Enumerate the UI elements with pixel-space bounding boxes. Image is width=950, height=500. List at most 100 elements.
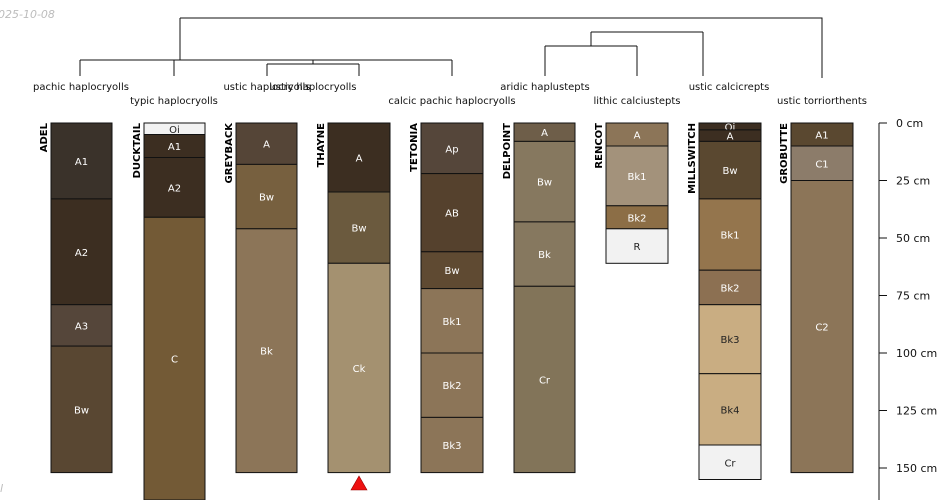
horizon-label: Bk2: [442, 381, 461, 392]
horizon-bar: [605, 145, 669, 207]
taxon-label: ustic haplocryolls: [269, 82, 356, 93]
profile-tetonia: Ap AB Bw Bk1 Bk2 Bk3 TETONIA calcic pachic hapl…: [388, 96, 516, 474]
horizon-label: Bk2: [627, 213, 646, 224]
horizon-bar: [698, 444, 762, 480]
horizon-bar: [420, 416, 484, 474]
horizon-bar: [790, 180, 854, 474]
profile-name-label: RENCOT: [594, 123, 605, 169]
horizon-label: A: [634, 131, 641, 142]
date-stamp: 025-10-08: [0, 8, 55, 21]
horizon-bar: [50, 122, 113, 200]
truncation-marker: [350, 475, 368, 491]
horizon-label: Bk3: [720, 335, 739, 346]
profile-ducktail: Oi A1 A2 C DUCKTAIL typic haplocryolls: [130, 96, 218, 500]
horizon-bar: [143, 216, 206, 500]
profile-name-label: THAYNE: [316, 123, 327, 168]
horizon-bar: [698, 140, 762, 200]
horizon-label: A: [727, 132, 734, 143]
depth-tick-label: 50 cm: [896, 232, 930, 245]
horizon-label: Bk: [260, 347, 273, 358]
horizon-label: Bw: [259, 193, 274, 204]
horizon-bar: [235, 163, 298, 230]
horizon-label: A: [356, 154, 363, 165]
horizon-label: Cr: [539, 375, 551, 386]
horizon-bar: [235, 228, 298, 474]
dendro-root: [180, 17, 823, 78]
horizon-label: Bw: [444, 266, 459, 277]
taxon-label: typic haplocryolls: [130, 96, 218, 107]
horizon-label: A3: [75, 321, 88, 332]
horizon-label: Bw: [74, 405, 89, 416]
horizon-bar: [50, 345, 113, 474]
horizon-bar: [513, 221, 576, 287]
horizon-bar: [698, 373, 762, 446]
footer-stamp: l: [0, 482, 3, 495]
horizon-bar: [50, 304, 113, 347]
taxon-label: ustic torriorthents: [777, 96, 867, 107]
horizon-bar: [235, 122, 298, 165]
taxon-label: pachic haplocryolls: [33, 82, 129, 93]
depth-tick-label: 25 cm: [896, 175, 930, 188]
horizon-label: Bk4: [720, 405, 739, 416]
horizon-label: Bw: [351, 224, 366, 235]
horizon-label: Bw: [537, 178, 552, 189]
horizon-bar: [420, 251, 484, 290]
horizon-label: Ck: [353, 364, 366, 375]
horizon-label: A2: [75, 248, 88, 259]
profile-delpoint: A Bw Bk Cr DELPOINT aridic haplustepts: [500, 82, 590, 474]
taxon-label: ustic haplocryolls: [223, 82, 310, 93]
profile-grobutte: A1 C1 C2 GROBUTTE ustic torriorthents: [777, 96, 867, 474]
horizon-label: C1: [815, 159, 828, 170]
profile-name-label: MILLSWITCH: [687, 123, 698, 194]
taxon-label: lithic calciustepts: [593, 96, 680, 107]
horizon-bar: [698, 269, 762, 306]
horizon-label: AB: [445, 209, 459, 220]
horizon-label: A: [263, 140, 270, 151]
horizon-label: Oi: [169, 125, 180, 136]
profile-name-label: GROBUTTE: [779, 123, 790, 184]
profile-name-label: TETONIA: [409, 123, 420, 172]
horizon-label: A2: [168, 183, 181, 194]
horizon-bar: [513, 140, 576, 223]
horizon-label: A1: [168, 142, 181, 153]
horizon-bar: [513, 285, 576, 474]
horizon-label: Bk3: [442, 441, 461, 452]
profile-greyback: A Bw Bk GREYBACK ustic haplocryolls: [223, 82, 311, 474]
profile-name-label: DUCKTAIL: [132, 122, 143, 178]
horizon-bar: [143, 157, 206, 218]
horizon-label: Bk2: [720, 283, 739, 294]
taxon-label: calcic pachic haplocryolls: [388, 96, 515, 107]
horizon-bar: [605, 228, 669, 264]
depth-axis: 0 cm 25 cm 50 cm 75 cm 100 cm 125 cm 150 cm: [878, 117, 937, 500]
depth-tick-label: 75 cm: [896, 290, 930, 303]
taxon-label: ustic calcicrepts: [689, 82, 770, 93]
profiles-layer: A1 A2 A3 Bw ADEL pachic haplocryolls Oi A1 A2 C DU…: [33, 82, 867, 500]
horizon-bar: [327, 122, 391, 193]
profile-name-label: ADEL: [39, 122, 50, 152]
profile-name-label: DELPOINT: [502, 123, 513, 179]
horizon-bar: [327, 262, 391, 474]
horizon-bar: [698, 198, 762, 271]
horizon-label: Ap: [445, 144, 458, 155]
taxon-label: aridic haplustepts: [500, 82, 590, 93]
profile-name-label: GREYBACK: [224, 122, 235, 184]
horizon-bar: [420, 288, 484, 354]
horizon-label: Bk1: [627, 172, 646, 183]
horizon-label: Oi: [725, 122, 736, 133]
horizon-label: Cr: [724, 458, 736, 469]
horizon-label: A1: [75, 157, 88, 168]
depth-tick-label: 100 cm: [896, 347, 937, 360]
horizon-label: C2: [815, 323, 828, 334]
horizon-label: A1: [815, 131, 828, 142]
profile-adel: A1 A2 A3 Bw ADEL pachic haplocryolls: [33, 82, 129, 474]
depth-tick-label: 0 cm: [896, 117, 923, 130]
profile-millswitch: OiA Bw Bk1 Bk2 Bk3 Bk4 Cr MILLSWITCH ustic calci…: [687, 82, 769, 480]
horizon-label: Bw: [722, 166, 737, 177]
depth-tick-label: 150 cm: [896, 462, 937, 475]
horizon-label: C: [171, 355, 178, 366]
horizon-bar: [420, 352, 484, 418]
profile-rencot: A Bk1 Bk2 R RENCOT lithic calciustepts: [593, 96, 681, 264]
horizon-label: R: [634, 242, 641, 253]
depth-tick-label: 125 cm: [896, 405, 937, 418]
